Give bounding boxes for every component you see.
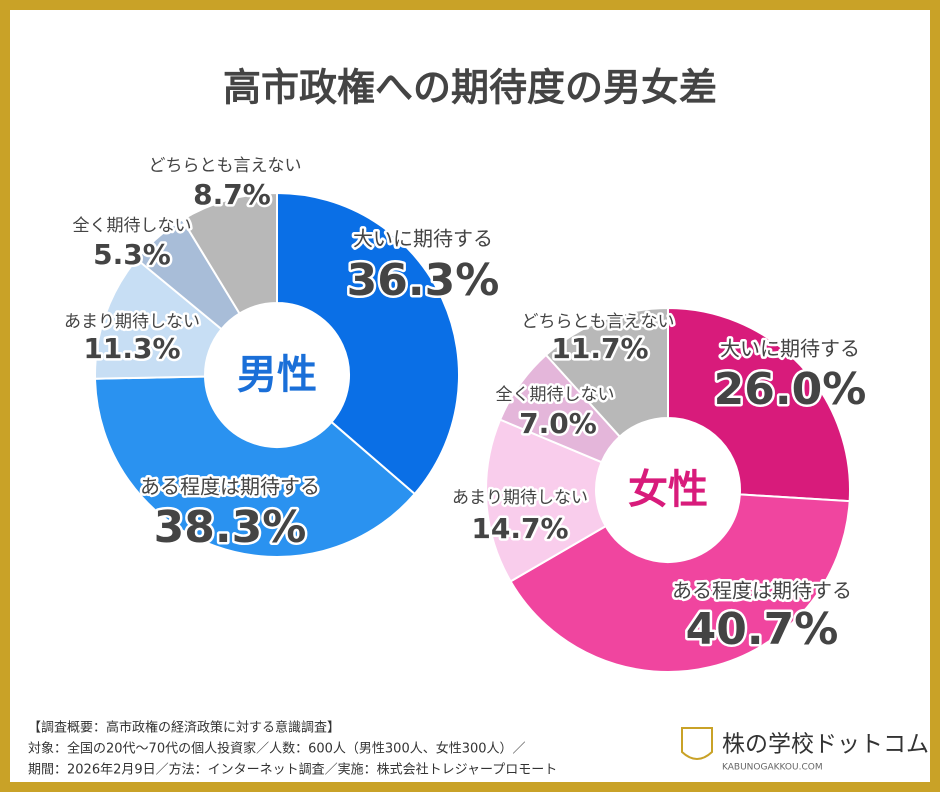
value-label: 7.0%	[519, 407, 597, 440]
category-label: 全く期待しない	[496, 385, 615, 405]
donut-slice	[544, 306, 669, 438]
note: 対象：全国の20代～70代の個人投資家／人数：600人（男性300人、女性300…	[28, 741, 526, 757]
category-label: 大いに期待する	[720, 337, 860, 361]
donut-chart: 男性 大いに期待する 36.3% ある程度は期待する 38.3% あまり期待しない11.3…	[62, 154, 502, 558]
notes: 【調査概要：高市政権の経済政策に対する意識調査】 対象：全国の20代～70代の個…	[28, 720, 557, 778]
value-label: 38.3%	[154, 502, 307, 553]
title: 高市政権への期待度の男女差	[223, 66, 717, 110]
category-label: ある程度は期待する	[672, 579, 852, 603]
center-label: 男性	[237, 352, 317, 398]
category-label: 大いに期待する	[353, 227, 493, 251]
center-label: 女性	[628, 467, 708, 513]
note: 【調査概要：高市政権の経済政策に対する意識調査】	[28, 720, 340, 736]
logo-name: 株の学校ドットコム	[722, 732, 929, 758]
category-label: あまり期待しない	[64, 312, 200, 332]
category-label: どちらとも言えない	[522, 312, 675, 332]
category-label: どちらとも言えない	[149, 156, 302, 176]
logo-emblem	[681, 727, 713, 760]
donut-slice	[667, 306, 851, 503]
value-label: 11.7%	[551, 332, 648, 365]
donut-slice	[509, 493, 851, 673]
value-label: 40.7%	[686, 604, 839, 655]
donut-slice	[94, 375, 417, 558]
value-label: 8.7%	[193, 178, 271, 211]
donut-slice	[180, 191, 278, 315]
note: 期間：2026年2月9日／方法：インターネット調査／実施：株式会社トレジャープロ…	[28, 762, 557, 778]
category-label: ある程度は期待する	[140, 475, 320, 499]
category-label: 全く期待しない	[73, 216, 192, 236]
value-label: 5.3%	[93, 238, 171, 271]
logo-url: KABUNOGAKKOU.COM	[722, 763, 823, 773]
donut-slice	[485, 418, 608, 583]
category-label: あまり期待しない	[452, 488, 588, 508]
value-label: 11.3%	[83, 332, 180, 365]
value-label: 26.0%	[714, 364, 867, 415]
value-label: 14.7%	[471, 512, 568, 545]
value-label: 36.3%	[347, 255, 500, 306]
donut-slice	[276, 191, 460, 496]
logo: 株の学校ドットコム KABUNOGAKKOU.COM	[681, 727, 929, 773]
